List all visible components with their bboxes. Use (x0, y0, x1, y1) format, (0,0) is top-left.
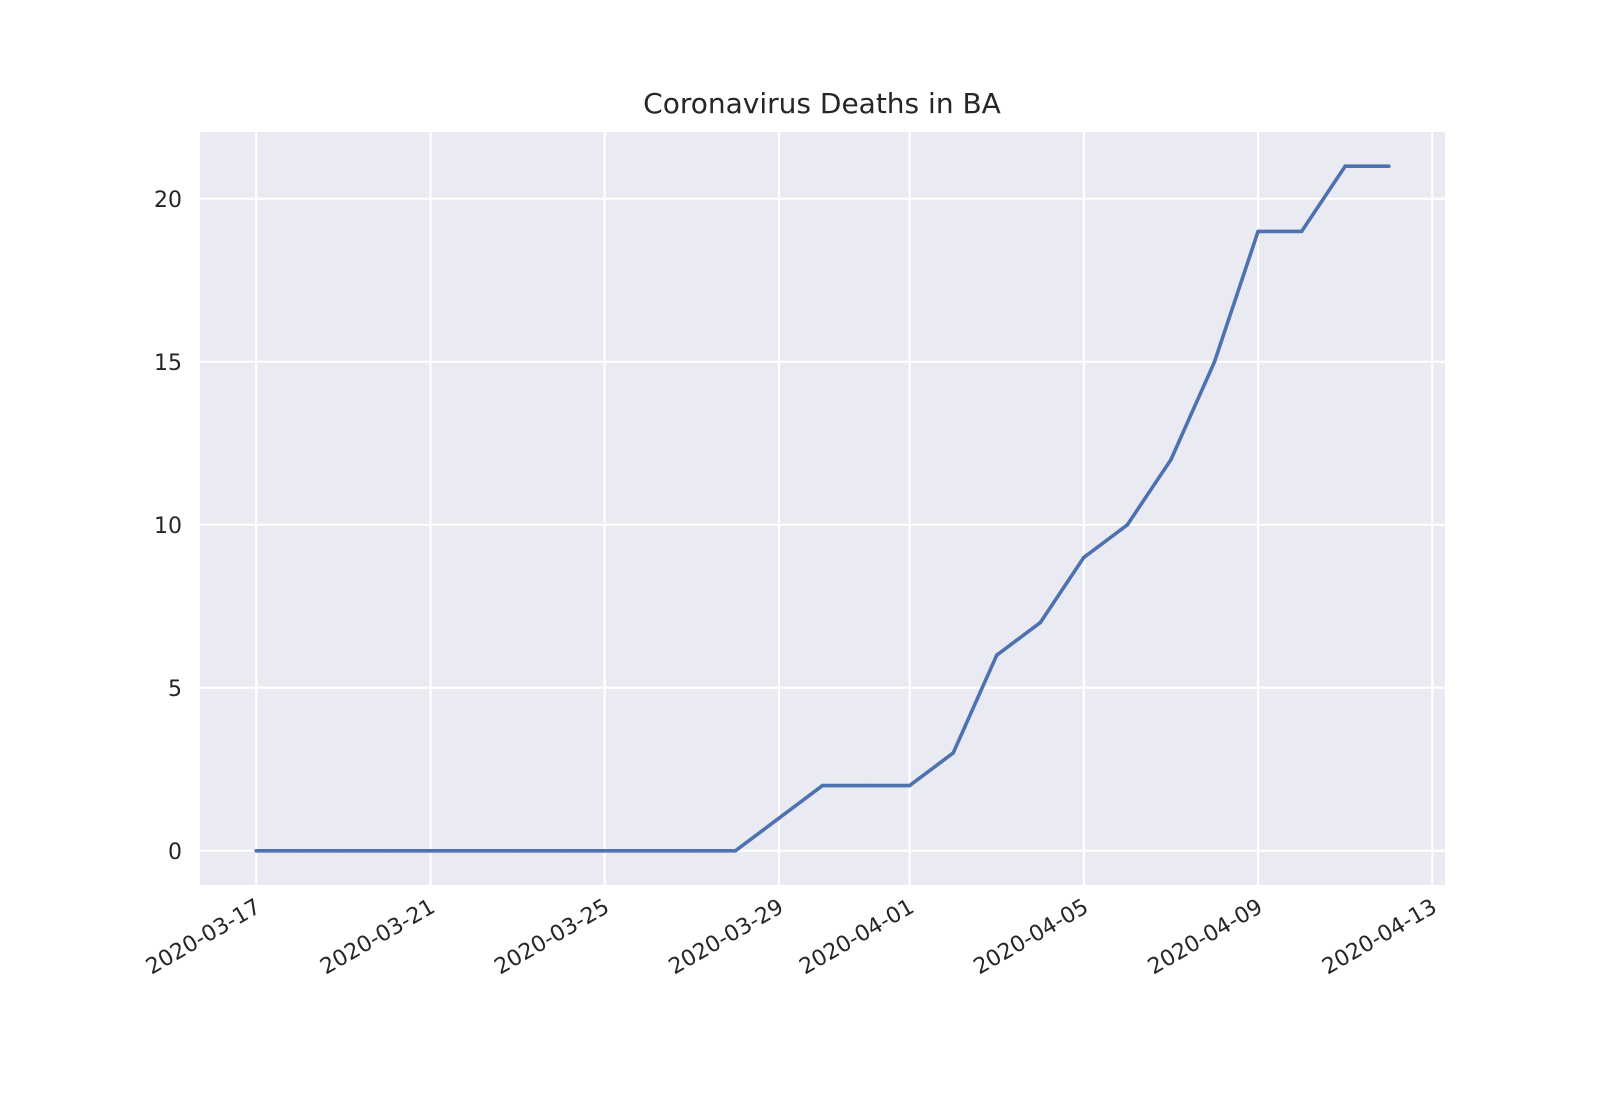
data-point (1386, 164, 1391, 169)
x-tick-label: 2020-03-25 (490, 895, 613, 981)
data-point (1169, 457, 1173, 462)
plot-area (200, 132, 1445, 885)
data-point (1256, 229, 1260, 234)
data-point (254, 848, 259, 853)
y-tick-labels: 0 5 10 15 20 (154, 188, 182, 865)
data-point (994, 653, 999, 657)
x-tick-label: 2020-04-13 (1318, 895, 1441, 981)
x-tick-label: 2020-03-17 (142, 895, 265, 981)
data-point (1125, 522, 1130, 527)
data-point (690, 848, 694, 853)
data-point (341, 848, 346, 853)
y-tick-label: 15 (154, 351, 182, 376)
x-tick-label: 2020-04-01 (795, 895, 918, 981)
data-point (733, 848, 738, 853)
data-point (820, 783, 825, 788)
data-point (472, 848, 476, 853)
x-tick-labels: 2020-03-17 2020-03-21 2020-03-25 2020-03-29… (142, 895, 1441, 981)
data-point (777, 816, 781, 820)
y-tick-label: 5 (168, 677, 182, 702)
x-tick-label: 2020-04-05 (970, 895, 1093, 981)
chart-title: Coronavirus Deaths in BA (643, 87, 1001, 120)
x-tick-label: 2020-03-21 (316, 895, 439, 981)
y-tick-label: 10 (154, 514, 182, 539)
data-point (1038, 620, 1043, 625)
data-point (559, 848, 563, 853)
data-point (515, 848, 520, 853)
data-point (1082, 555, 1086, 560)
x-tick-label: 2020-04-09 (1144, 895, 1267, 981)
data-point (1212, 360, 1217, 364)
data-point (1299, 229, 1304, 234)
data-point (385, 848, 389, 853)
y-tick-label: 20 (154, 188, 182, 213)
data-point (428, 848, 433, 853)
data-point (864, 783, 868, 788)
series-group (254, 164, 1391, 853)
data-point (1343, 164, 1347, 169)
data-point (646, 848, 651, 853)
data-point (298, 848, 302, 853)
data-point (602, 848, 607, 853)
x-tick-label: 2020-03-29 (665, 895, 788, 981)
data-point (907, 783, 912, 788)
data-point (951, 751, 955, 755)
y-tick-label: 0 (168, 840, 182, 865)
